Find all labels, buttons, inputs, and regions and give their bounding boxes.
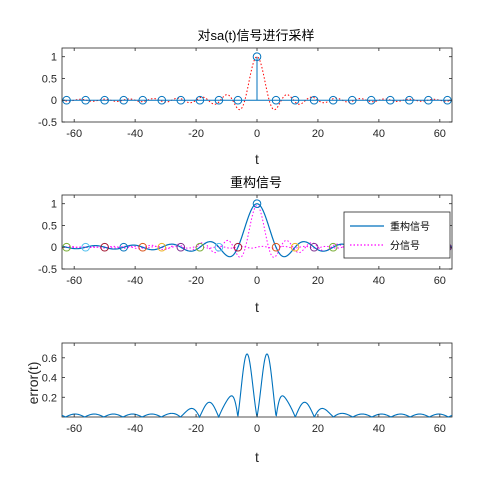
panel-1-ticks: -60 -40 -20 0 20 40 60 -0.5 0 0.5 1	[38, 48, 452, 140]
panel-sampling: 对sa(t)信号进行采样 -60 -40 -20 0 20 40 60 -0.5 0 0.5 1 t	[38, 28, 453, 167]
panel-2-ticks: -60 -40 -20 0 20 40 60 -0.5 0 0.5 1	[38, 195, 452, 287]
x-tick-label: 20	[312, 275, 324, 287]
x-tick-label: 20	[312, 128, 324, 140]
legend-box	[343, 211, 451, 259]
y-tick-label: 0	[51, 95, 57, 107]
y-tick-label: 1	[51, 52, 57, 64]
legend-label-component: 分信号	[390, 240, 420, 252]
sample-marker	[81, 242, 90, 252]
y-tick-label: -0.5	[38, 264, 57, 276]
x-tick-label: 40	[373, 128, 385, 140]
x-tick-label: -60	[66, 128, 82, 140]
y-tick-label: 1	[51, 199, 57, 211]
sample-marker	[252, 199, 262, 209]
x-tick-label: 40	[373, 423, 385, 435]
x-tick-label: 0	[254, 128, 260, 140]
sample-marker	[176, 242, 186, 252]
x-tick-label: 40	[373, 275, 385, 287]
sample-marker	[157, 242, 167, 252]
sample-marker	[195, 242, 205, 252]
y-tick-label: 0.2	[42, 392, 57, 404]
sample-marker	[214, 242, 224, 252]
x-tick-label: -40	[127, 275, 143, 287]
y-tick-label: -0.5	[38, 117, 57, 129]
panel-3-ylabel: error(t)	[25, 362, 41, 405]
panel-2-title: 重构信号	[230, 175, 282, 190]
x-tick-label: -60	[66, 423, 82, 435]
x-tick-label: 60	[434, 423, 446, 435]
panel-1-series	[61, 52, 453, 111]
x-tick-label: -40	[127, 423, 143, 435]
panel-3-xlabel: t	[255, 449, 259, 465]
sample-marker	[309, 242, 319, 252]
x-tick-label: 20	[312, 423, 324, 435]
x-tick-label: -20	[188, 423, 204, 435]
y-tick-label: 0.5	[42, 220, 57, 232]
panel-3-ticks: -60 -40 -20 0 20 40 60 0.2 0.4 0.6	[42, 343, 452, 435]
sample-marker	[328, 242, 338, 252]
sample-marker	[290, 242, 300, 252]
sample-marker	[271, 242, 281, 252]
panel-2-xlabel: t	[255, 299, 259, 315]
panel-reconstruction: 重构信号 -60 -40 -20 0 20 40 60-0.500.51 重构信号 分信号 …	[38, 175, 453, 315]
panel-error: -60 -40 -20 0 20 40 60 0.2 0.4 0.6 t error(t)	[25, 342, 453, 465]
x-tick-label: -20	[188, 275, 204, 287]
x-tick-label: 60	[434, 128, 446, 140]
panel-2-legend: 重构信号 分信号	[343, 211, 451, 259]
sample-marker	[100, 242, 109, 252]
x-tick-label: 0	[254, 423, 260, 435]
y-tick-label: 0	[51, 242, 57, 254]
y-tick-label: 0.5	[42, 73, 57, 85]
x-tick-label: 0	[254, 275, 260, 287]
legend-label-reconstructed: 重构信号	[390, 220, 430, 233]
x-tick-label: -60	[66, 275, 82, 287]
x-tick-label: 60	[434, 275, 446, 287]
sample-marker	[138, 242, 148, 252]
panel-1-title: 对sa(t)信号进行采样	[197, 28, 314, 43]
sample-marker	[119, 242, 128, 252]
y-tick-label: 0.4	[42, 373, 57, 385]
x-tick-label: -40	[127, 128, 143, 140]
x-tick-label: -20	[188, 128, 204, 140]
sample-marker	[233, 242, 243, 252]
y-tick-label: 0.6	[42, 353, 57, 365]
panel-1-xlabel: t	[255, 151, 259, 167]
stem-marker	[252, 52, 262, 62]
panel-3-axes	[61, 342, 453, 418]
